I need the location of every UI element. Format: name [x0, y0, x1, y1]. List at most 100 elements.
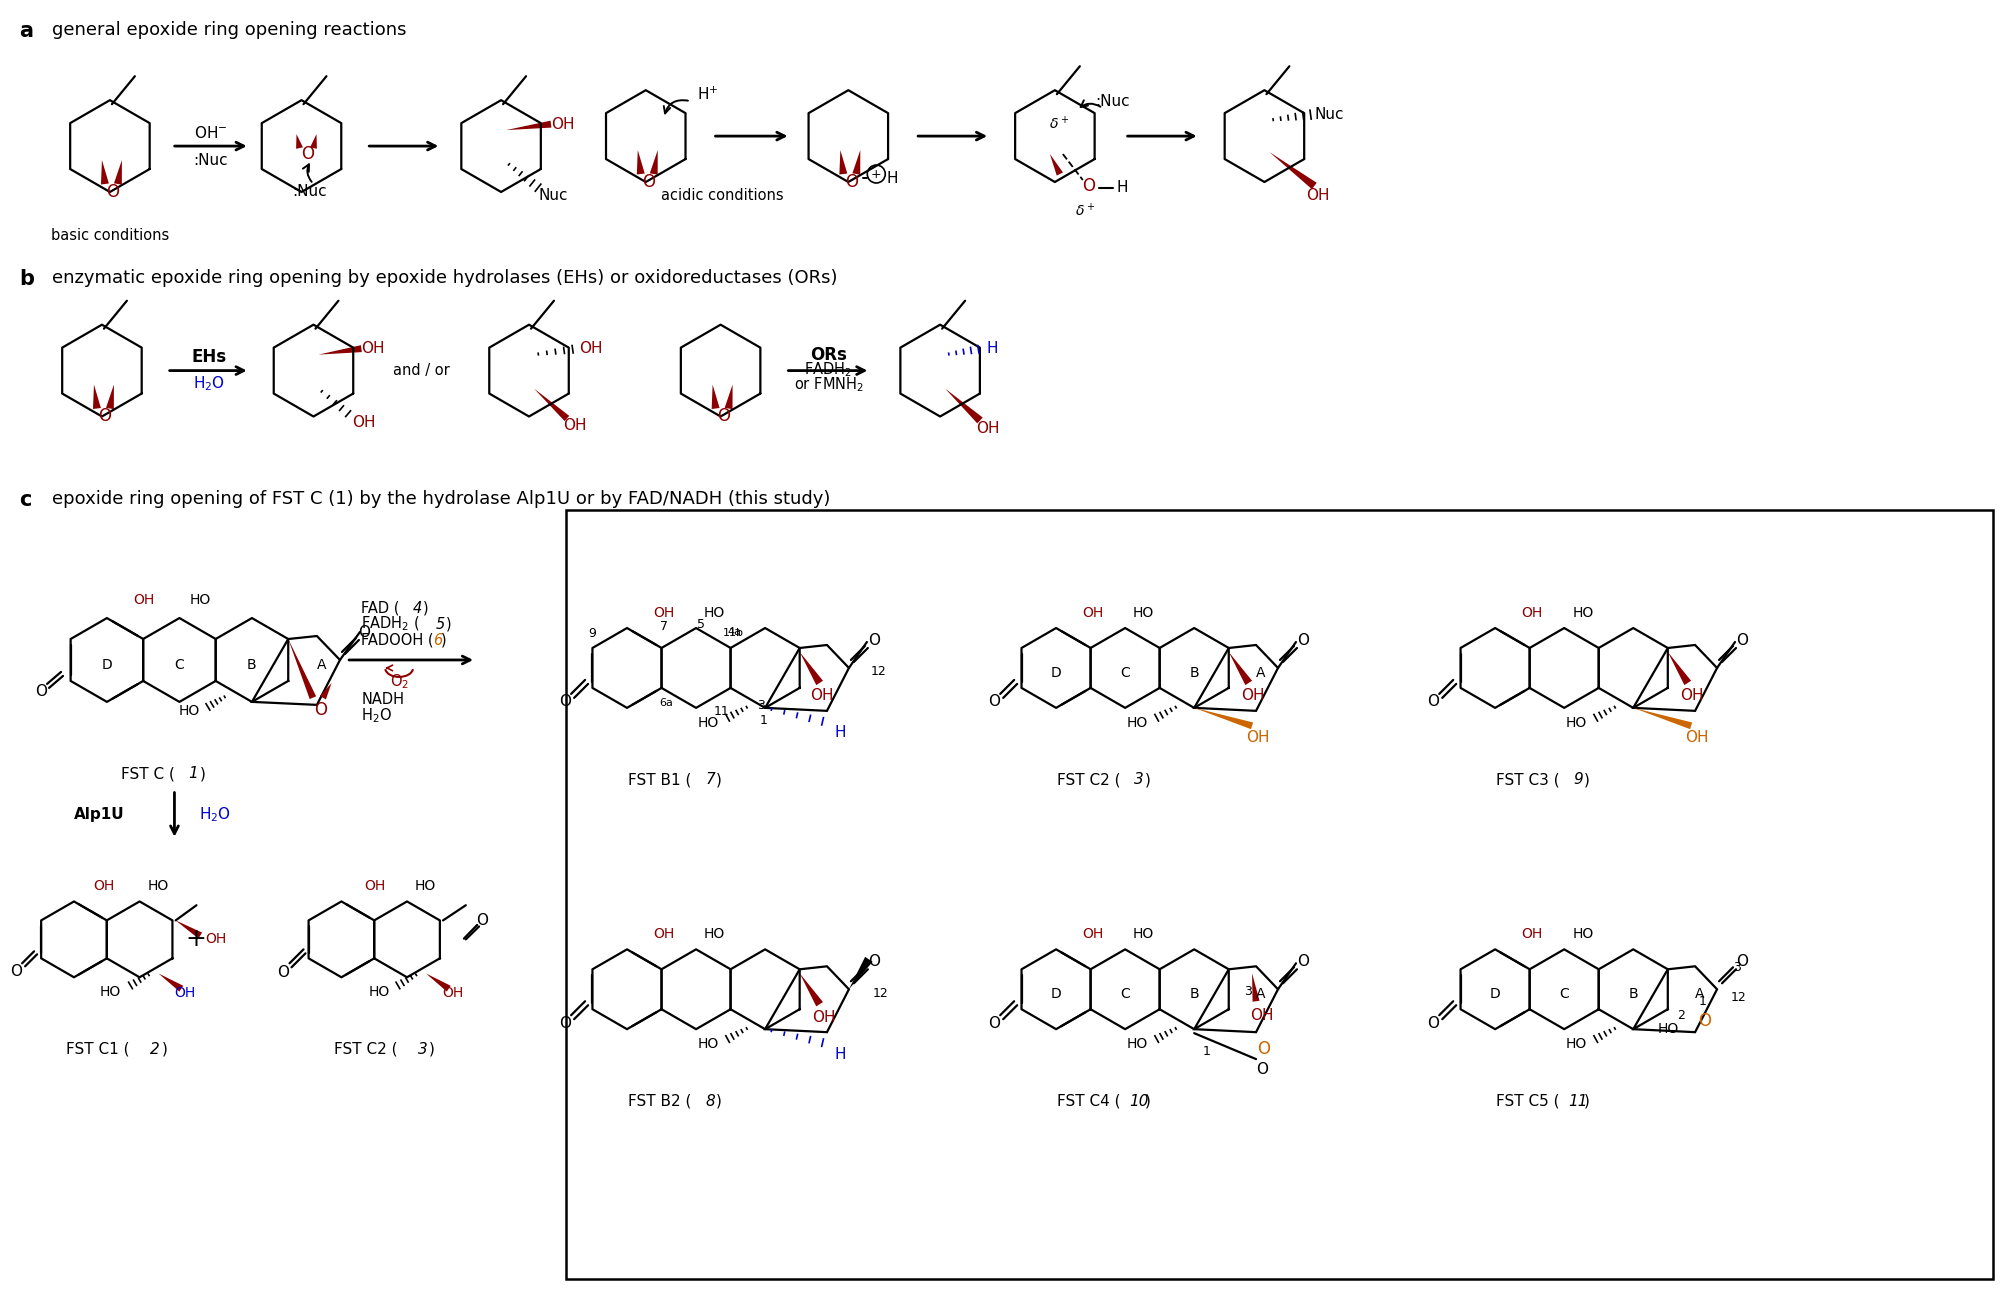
Text: 11b: 11b: [722, 628, 744, 638]
Text: O: O: [1427, 1016, 1439, 1031]
Text: ): ): [446, 616, 452, 632]
Text: 9: 9: [1573, 772, 1583, 788]
Polygon shape: [852, 150, 860, 175]
Text: OH: OH: [364, 879, 384, 893]
Text: acidic conditions: acidic conditions: [660, 188, 782, 204]
Polygon shape: [848, 956, 872, 989]
Polygon shape: [318, 345, 362, 354]
Polygon shape: [310, 134, 316, 148]
Text: 1: 1: [1203, 1044, 1211, 1057]
Text: HO: HO: [1567, 1038, 1587, 1052]
Text: O: O: [106, 183, 120, 201]
Text: O: O: [558, 1016, 570, 1031]
Text: :Nuc: :Nuc: [292, 184, 326, 200]
Text: O: O: [36, 684, 48, 700]
Text: OH: OH: [550, 116, 574, 131]
Text: EHs: EHs: [192, 348, 226, 366]
Text: 3: 3: [1733, 960, 1741, 973]
Text: O: O: [10, 964, 22, 978]
Text: ): ): [440, 633, 446, 647]
Text: c: c: [20, 490, 32, 510]
FancyBboxPatch shape: [566, 510, 1993, 1279]
Text: O: O: [98, 407, 112, 425]
Text: general epoxide ring opening reactions: general epoxide ring opening reactions: [52, 22, 406, 40]
Text: 1: 1: [188, 766, 198, 781]
Polygon shape: [92, 384, 100, 409]
Text: HO: HO: [1573, 606, 1593, 620]
Text: 3: 3: [418, 1042, 428, 1057]
Text: FADH$_2$: FADH$_2$: [804, 360, 852, 379]
Text: HO: HO: [148, 879, 168, 893]
Text: HO: HO: [178, 704, 200, 718]
Text: O: O: [642, 173, 654, 191]
Text: 6: 6: [432, 633, 442, 647]
Text: Nuc: Nuc: [1315, 107, 1345, 121]
Text: H: H: [886, 170, 898, 186]
Text: HO: HO: [414, 879, 436, 893]
Polygon shape: [800, 973, 822, 1007]
Text: FADOOH (: FADOOH (: [362, 633, 434, 647]
Text: O: O: [1257, 1040, 1271, 1058]
Text: O: O: [988, 1016, 1000, 1031]
Text: C: C: [1121, 987, 1131, 1002]
Text: HO: HO: [1573, 927, 1593, 941]
Text: FST C (: FST C (: [120, 766, 174, 781]
Text: FST C5 (: FST C5 (: [1495, 1093, 1559, 1109]
Text: 12: 12: [1731, 991, 1747, 1004]
Text: HO: HO: [1127, 1038, 1149, 1052]
Polygon shape: [1667, 652, 1691, 684]
Text: OH: OH: [94, 879, 114, 893]
Text: D: D: [1051, 987, 1061, 1002]
Text: OH: OH: [812, 1009, 834, 1025]
Text: ): ): [716, 1093, 722, 1109]
Text: OH: OH: [442, 986, 464, 1000]
Text: OH: OH: [1681, 688, 1703, 704]
Text: O: O: [300, 146, 314, 164]
Polygon shape: [320, 683, 332, 700]
Text: 3: 3: [756, 700, 764, 713]
Text: O: O: [1297, 954, 1309, 969]
Text: 4a: 4a: [726, 626, 740, 637]
Text: FST B2 (: FST B2 (: [628, 1093, 690, 1109]
Polygon shape: [636, 150, 644, 174]
Text: ): ): [162, 1042, 168, 1057]
Text: 7: 7: [704, 772, 714, 788]
Text: HO: HO: [704, 927, 724, 941]
Text: B: B: [1189, 666, 1199, 679]
Text: +: +: [870, 168, 882, 180]
Polygon shape: [158, 973, 184, 991]
Text: OH: OH: [578, 342, 602, 356]
Polygon shape: [712, 384, 720, 409]
Text: OH: OH: [352, 415, 374, 431]
Text: O: O: [1083, 177, 1095, 195]
Text: FADH$_2$ (: FADH$_2$ (: [362, 615, 420, 633]
Text: OH: OH: [134, 593, 154, 607]
Text: :Nuc: :Nuc: [1095, 94, 1131, 108]
Text: A: A: [316, 657, 326, 672]
Text: 10: 10: [1129, 1093, 1149, 1109]
Text: O: O: [1699, 1012, 1711, 1030]
Text: basic conditions: basic conditions: [50, 228, 168, 244]
Text: b: b: [20, 269, 34, 289]
Text: $\delta^+$: $\delta^+$: [1075, 202, 1095, 219]
Text: H$_2$O: H$_2$O: [200, 806, 232, 824]
Text: H$^{+}$: H$^{+}$: [696, 85, 718, 103]
Text: ): ): [1145, 1093, 1151, 1109]
Text: FST C2 (: FST C2 (: [1057, 772, 1121, 788]
Polygon shape: [1269, 152, 1317, 189]
Polygon shape: [1229, 652, 1253, 684]
Text: OH: OH: [810, 688, 832, 704]
Text: a: a: [20, 22, 34, 41]
Polygon shape: [114, 160, 122, 184]
Text: ): ): [200, 766, 206, 781]
Text: O: O: [988, 695, 1000, 709]
Text: O: O: [476, 913, 488, 928]
Text: OH: OH: [362, 342, 384, 356]
Text: OH: OH: [1307, 188, 1331, 204]
Text: 5: 5: [436, 616, 446, 632]
Polygon shape: [296, 134, 302, 148]
Polygon shape: [534, 388, 570, 422]
Text: O: O: [716, 407, 730, 425]
Text: OH: OH: [1241, 688, 1265, 704]
Text: O: O: [1297, 633, 1309, 647]
